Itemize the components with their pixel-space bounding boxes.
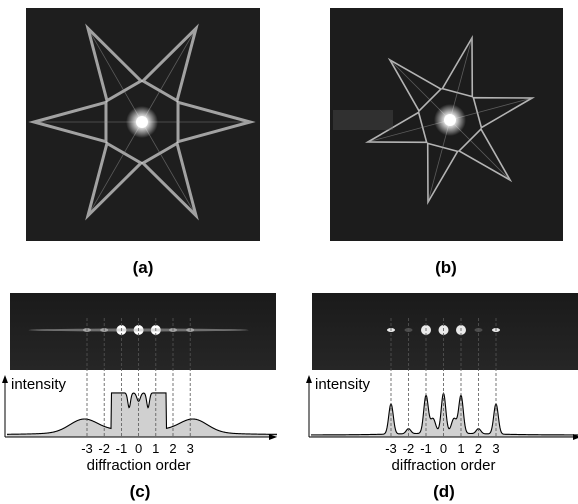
order-label: -2	[403, 441, 415, 456]
panel-label: (a)	[133, 258, 154, 277]
order-label: -1	[420, 441, 432, 456]
order-label: 0	[135, 441, 142, 456]
haze	[333, 110, 393, 130]
y-axis-label: intensity	[11, 376, 67, 393]
star-pattern-b	[333, 34, 536, 206]
panel-label: (c)	[130, 482, 151, 501]
y-arrow	[306, 375, 312, 383]
order-label: -2	[98, 441, 110, 456]
panel-label: (b)	[435, 258, 457, 277]
x-axis-label: diffraction order	[87, 457, 191, 474]
x-arrow	[269, 434, 277, 440]
order-label: 1	[152, 441, 159, 456]
profile-area	[311, 393, 578, 437]
y-arrow	[2, 375, 8, 383]
star-ray	[141, 28, 197, 123]
order-label: 2	[169, 441, 176, 456]
star-ray	[141, 121, 197, 216]
order-label: -3	[81, 441, 93, 456]
order-label: 1	[457, 441, 464, 456]
center-spot	[444, 114, 456, 126]
center-spot	[136, 116, 148, 128]
order-label: 3	[492, 441, 499, 456]
star-ray	[87, 28, 143, 123]
order-label: 3	[187, 441, 194, 456]
panel-label: (d)	[433, 482, 455, 501]
profile-area	[7, 392, 277, 437]
star-ray	[87, 121, 143, 216]
x-axis-label: diffraction order	[392, 457, 496, 474]
star-pattern-a	[28, 23, 256, 221]
order-label: -1	[116, 441, 128, 456]
y-axis-label: intensity	[315, 376, 371, 393]
order-label: 0	[440, 441, 447, 456]
order-label: 2	[475, 441, 482, 456]
profile-curve	[310, 392, 578, 436]
profile-curve	[6, 392, 278, 435]
x-arrow	[573, 434, 578, 440]
order-label: -3	[385, 441, 397, 456]
